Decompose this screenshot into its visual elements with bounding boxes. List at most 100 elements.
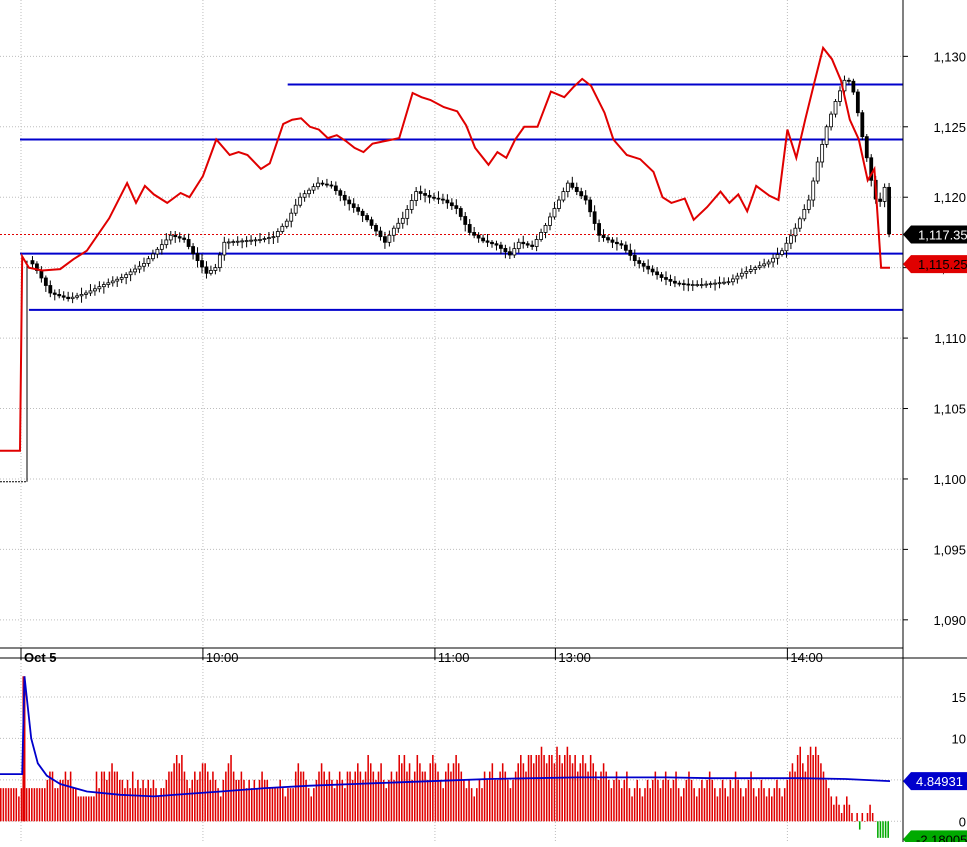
support-resistance-lines[interactable] [20,0,903,311]
candle-body [570,182,575,188]
indicator-bar [230,755,232,822]
indicator-bar [225,771,227,822]
indicator-bar [851,813,853,822]
candle-body [784,242,789,252]
indicator-bar [395,771,398,822]
indicator-bar [331,779,333,822]
indicator-bar [139,788,142,822]
indicator-bar [98,788,100,822]
indicator-bar [483,771,486,822]
candle-body [360,210,365,216]
indicator-bar [103,771,106,822]
candle-body [789,235,793,244]
indicator-bar [235,779,237,822]
candle-body [530,244,535,247]
indicator-bar [240,771,243,822]
indicator-bar [147,779,150,822]
indicator-bar [328,771,331,822]
candle-body [307,189,311,195]
candle-body [507,251,512,256]
candle-body [356,207,361,212]
indicator-bar [708,771,711,822]
candle-body [838,90,842,102]
indicator-bar [359,771,362,822]
indicator-bar [250,788,253,822]
candle-body [35,263,39,271]
candle-body [88,290,93,294]
indicator-bar [672,779,675,822]
indicator-bar [439,779,442,822]
indicator-bar [693,788,695,822]
candle-body [467,224,472,233]
indicator-bar [719,788,721,822]
indicator-bar [796,755,799,822]
indicator-bar [532,763,535,822]
price-label-bg [903,225,967,244]
candle-body [860,112,865,138]
indicator-y-label: 0 [959,814,966,829]
indicator-bar [64,771,67,822]
indicator-bar [408,763,411,822]
indicator-bar [351,779,354,822]
indicator-bar [137,779,139,822]
indicator-bar [253,779,256,822]
indicator-bar [219,796,222,822]
candle-body [209,270,213,274]
candle-body [449,202,454,207]
candle-body [159,244,164,250]
candle-body [847,79,851,82]
indicator-bar [429,763,432,822]
indicator-bar [450,771,452,822]
indicator-bar [144,788,147,822]
candle-body [302,193,307,198]
indicator-bar [310,796,313,822]
indicator-bar [263,779,266,822]
indicator-bar [789,771,791,822]
indicator-bar [488,771,491,822]
indicator-bar [36,788,38,822]
indicator-bar [760,779,763,822]
indicator-bar [491,763,494,822]
indicator-bar [729,779,732,822]
indicator-bar [540,746,543,822]
indicator-bar [276,788,279,822]
candle-body [177,236,182,239]
indicator-bar [887,821,889,838]
candle-body [615,241,619,245]
indicator-bar [282,788,284,822]
indicator-bar [173,763,175,822]
indicator-bar [369,763,372,822]
candle-body [503,247,508,253]
price-label-bg [903,255,967,274]
indicator-bar [843,804,845,822]
candle-body [200,260,204,268]
indicator-bar [31,788,33,822]
indicator-bar [517,763,519,822]
indicator-bar [626,771,628,822]
candle-body [298,196,303,206]
candle-body [133,268,137,273]
indicator-bar [307,788,310,822]
candle-body [735,275,740,280]
candle-body [289,212,294,222]
indicator-bar [496,779,499,822]
indicator-bar [685,779,688,822]
indicator-bar [305,779,307,822]
candle-body [757,265,762,269]
indicator-bar [752,788,755,822]
indicator-bar [119,779,121,822]
candle-body [525,243,530,246]
indicator-bar [266,779,269,822]
indicator-bar [403,755,406,822]
candle-body [597,223,601,236]
indicator-bar [323,771,325,822]
indicator-bar [551,755,553,822]
candle-body [142,263,146,267]
candle-body [333,185,338,192]
indicator-bar [5,788,7,822]
indicator-bar [504,771,507,822]
indicator-bar [124,788,126,822]
indicator-bar [564,755,566,822]
